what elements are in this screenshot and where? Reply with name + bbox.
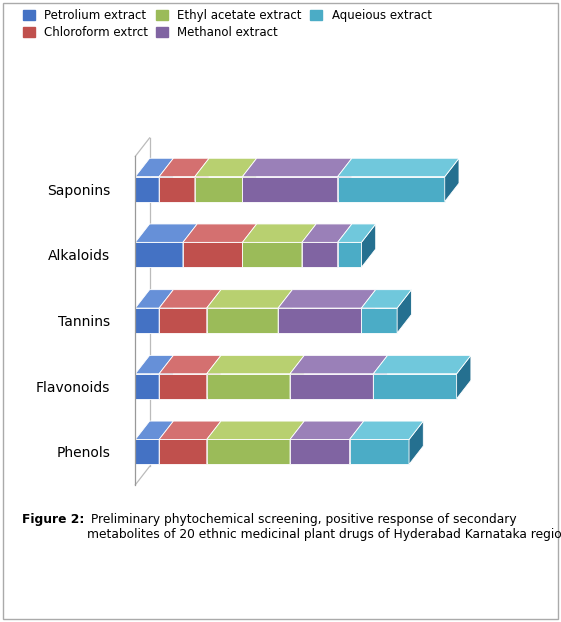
Polygon shape: [206, 355, 221, 399]
Polygon shape: [183, 224, 197, 267]
Polygon shape: [159, 158, 173, 202]
Polygon shape: [135, 308, 159, 333]
Polygon shape: [373, 374, 457, 399]
Polygon shape: [242, 224, 257, 267]
Polygon shape: [242, 177, 338, 202]
Polygon shape: [409, 421, 424, 465]
Polygon shape: [350, 421, 364, 465]
Polygon shape: [242, 158, 352, 177]
Polygon shape: [338, 243, 361, 267]
Polygon shape: [290, 374, 373, 399]
Polygon shape: [278, 290, 376, 308]
Polygon shape: [135, 290, 173, 308]
Polygon shape: [159, 374, 206, 399]
Polygon shape: [445, 158, 459, 202]
Polygon shape: [195, 177, 242, 202]
Polygon shape: [457, 355, 471, 399]
Polygon shape: [159, 421, 173, 465]
Legend: Petrolium extract, Chloroform extrct, Ethyl acetate extract, Methanol extract, A: Petrolium extract, Chloroform extrct, Et…: [23, 9, 431, 39]
Polygon shape: [206, 440, 290, 465]
Polygon shape: [135, 355, 173, 374]
Polygon shape: [206, 374, 290, 399]
Text: Figure 2:: Figure 2:: [22, 513, 85, 526]
Text: Preliminary phytochemical screening, positive response of secondary
metabolites : Preliminary phytochemical screening, pos…: [87, 513, 561, 541]
Polygon shape: [278, 308, 361, 333]
Polygon shape: [242, 158, 257, 202]
Polygon shape: [159, 421, 221, 440]
Polygon shape: [290, 421, 364, 440]
Polygon shape: [206, 290, 292, 308]
Polygon shape: [206, 290, 221, 333]
Polygon shape: [195, 158, 209, 202]
Polygon shape: [159, 158, 209, 177]
Polygon shape: [195, 158, 257, 177]
Polygon shape: [242, 224, 316, 243]
Polygon shape: [206, 421, 221, 465]
Polygon shape: [135, 421, 173, 440]
Polygon shape: [135, 374, 159, 399]
Polygon shape: [361, 224, 376, 267]
Polygon shape: [338, 224, 352, 267]
Polygon shape: [338, 158, 352, 202]
Polygon shape: [242, 243, 302, 267]
Polygon shape: [206, 421, 304, 440]
Polygon shape: [290, 355, 304, 399]
Polygon shape: [338, 158, 459, 177]
Polygon shape: [206, 308, 278, 333]
Polygon shape: [159, 355, 221, 374]
Polygon shape: [159, 308, 206, 333]
Polygon shape: [135, 440, 159, 465]
Polygon shape: [159, 290, 221, 308]
Polygon shape: [290, 355, 388, 374]
Polygon shape: [278, 290, 292, 333]
Polygon shape: [373, 355, 471, 374]
Polygon shape: [302, 243, 338, 267]
Polygon shape: [206, 355, 304, 374]
Polygon shape: [350, 440, 409, 465]
Polygon shape: [135, 158, 173, 177]
Polygon shape: [350, 421, 424, 440]
Polygon shape: [361, 308, 397, 333]
Polygon shape: [338, 177, 445, 202]
Polygon shape: [361, 290, 411, 308]
Polygon shape: [159, 290, 173, 333]
Polygon shape: [135, 177, 159, 202]
Polygon shape: [290, 421, 304, 465]
Polygon shape: [135, 224, 197, 243]
Polygon shape: [397, 290, 411, 333]
Polygon shape: [290, 440, 350, 465]
Polygon shape: [302, 224, 352, 243]
Polygon shape: [361, 290, 376, 333]
Polygon shape: [302, 224, 316, 267]
Polygon shape: [135, 243, 183, 267]
Polygon shape: [338, 224, 376, 243]
Polygon shape: [183, 243, 242, 267]
Polygon shape: [159, 177, 195, 202]
Polygon shape: [159, 355, 173, 399]
Polygon shape: [373, 355, 388, 399]
Polygon shape: [159, 440, 206, 465]
Polygon shape: [183, 224, 257, 243]
